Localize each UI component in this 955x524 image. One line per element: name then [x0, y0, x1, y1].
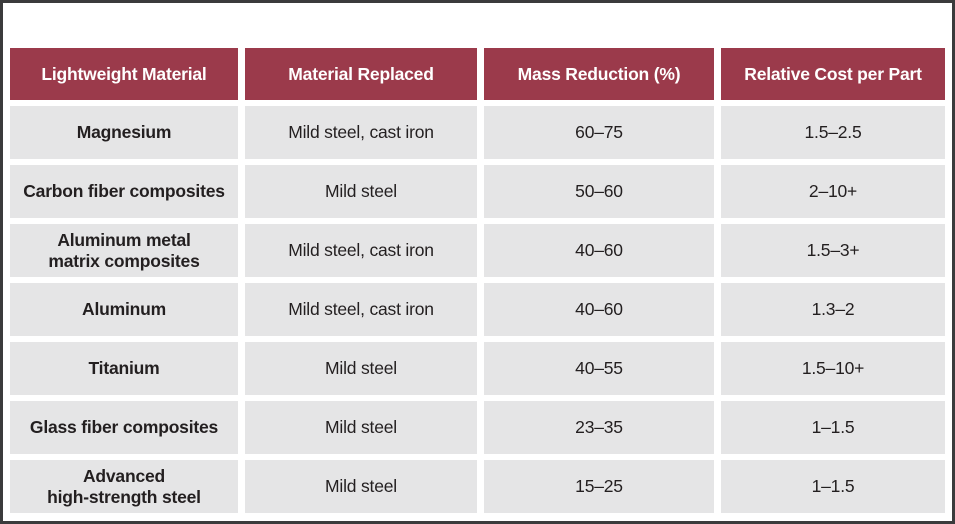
column-header-material-replaced: Material Replaced: [245, 48, 477, 100]
cell-material-replaced: Mild steel: [245, 460, 477, 513]
cell-mass-reduction: 40–60: [484, 224, 714, 277]
cell-mass-reduction: 40–60: [484, 283, 714, 336]
cell-material: Aluminum: [10, 283, 238, 336]
cell-material: Magnesium: [10, 106, 238, 159]
cell-relative-cost: 2–10+: [721, 165, 945, 218]
cell-material-replaced: Mild steel: [245, 342, 477, 395]
cell-material: Advanced high-strength steel: [10, 460, 238, 513]
cell-relative-cost: 1–1.5: [721, 460, 945, 513]
cell-mass-reduction: 23–35: [484, 401, 714, 454]
column-header-relative-cost: Relative Cost per Part: [721, 48, 945, 100]
cell-material: Titanium: [10, 342, 238, 395]
cell-relative-cost: 1.5–10+: [721, 342, 945, 395]
cell-material: Aluminum metal matrix composites: [10, 224, 238, 277]
cell-relative-cost: 1–1.5: [721, 401, 945, 454]
cell-relative-cost: 1.3–2: [721, 283, 945, 336]
cell-material: Glass fiber composites: [10, 401, 238, 454]
cell-material-replaced: Mild steel, cast iron: [245, 106, 477, 159]
cell-relative-cost: 1.5–3+: [721, 224, 945, 277]
cell-mass-reduction: 50–60: [484, 165, 714, 218]
cell-mass-reduction: 15–25: [484, 460, 714, 513]
cell-material-replaced: Mild steel: [245, 401, 477, 454]
cell-relative-cost: 1.5–2.5: [721, 106, 945, 159]
cell-material-replaced: Mild steel: [245, 165, 477, 218]
cell-material-replaced: Mild steel, cast iron: [245, 224, 477, 277]
cell-material: Carbon fiber composites: [10, 165, 238, 218]
cell-mass-reduction: 60–75: [484, 106, 714, 159]
column-header-mass-reduction: Mass Reduction (%): [484, 48, 714, 100]
cell-mass-reduction: 40–55: [484, 342, 714, 395]
column-header-lightweight-material: Lightweight Material: [10, 48, 238, 100]
cell-material-replaced: Mild steel, cast iron: [245, 283, 477, 336]
materials-table: Lightweight Material Material Replaced M…: [10, 48, 945, 513]
